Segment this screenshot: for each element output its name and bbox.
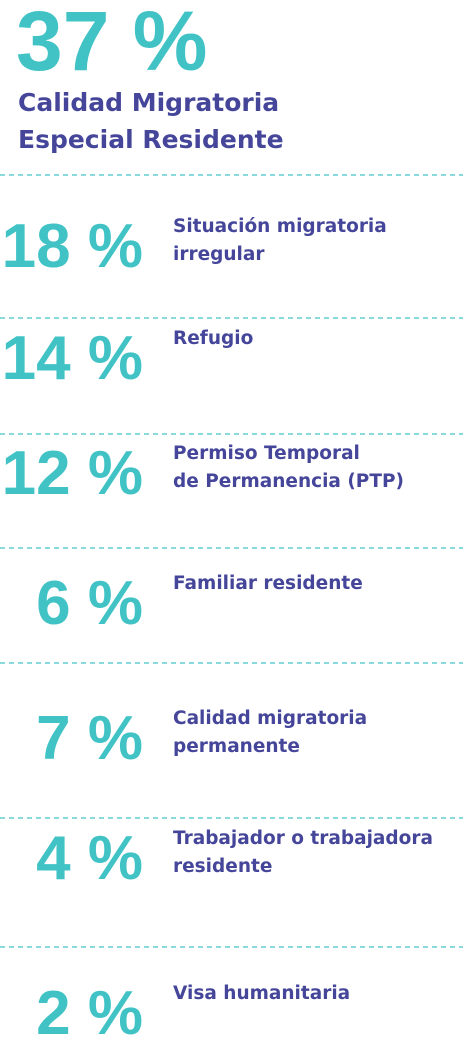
item-label: Refugio <box>173 328 253 349</box>
item-label: Familiar residente <box>173 573 363 594</box>
item-percent: 6 % <box>36 569 143 638</box>
item-label: irregular <box>173 244 265 265</box>
item-percent: 2 % <box>36 979 143 1048</box>
item-label: Visa humanitaria <box>173 983 350 1004</box>
item-percent: 4 % <box>36 824 143 893</box>
item-label: de Permanencia (PTP) <box>173 471 404 492</box>
item-label: permanente <box>173 736 300 757</box>
item-label: residente <box>173 856 272 877</box>
header-label: Especial Residente <box>18 125 284 154</box>
item-label: Situación migratoria <box>173 216 387 237</box>
item-percent: 14 % <box>2 324 143 393</box>
item-percent: 18 % <box>2 212 143 281</box>
header-label: Calidad Migratoria <box>18 88 279 117</box>
item-label: Calidad migratoria <box>173 708 367 729</box>
item-percent: 12 % <box>2 439 143 508</box>
header-percent: 37 % <box>16 0 207 88</box>
item-label: Permiso Temporal <box>173 443 360 464</box>
item-label: Trabajador o trabajadora <box>173 828 433 849</box>
item-percent: 7 % <box>36 704 143 773</box>
